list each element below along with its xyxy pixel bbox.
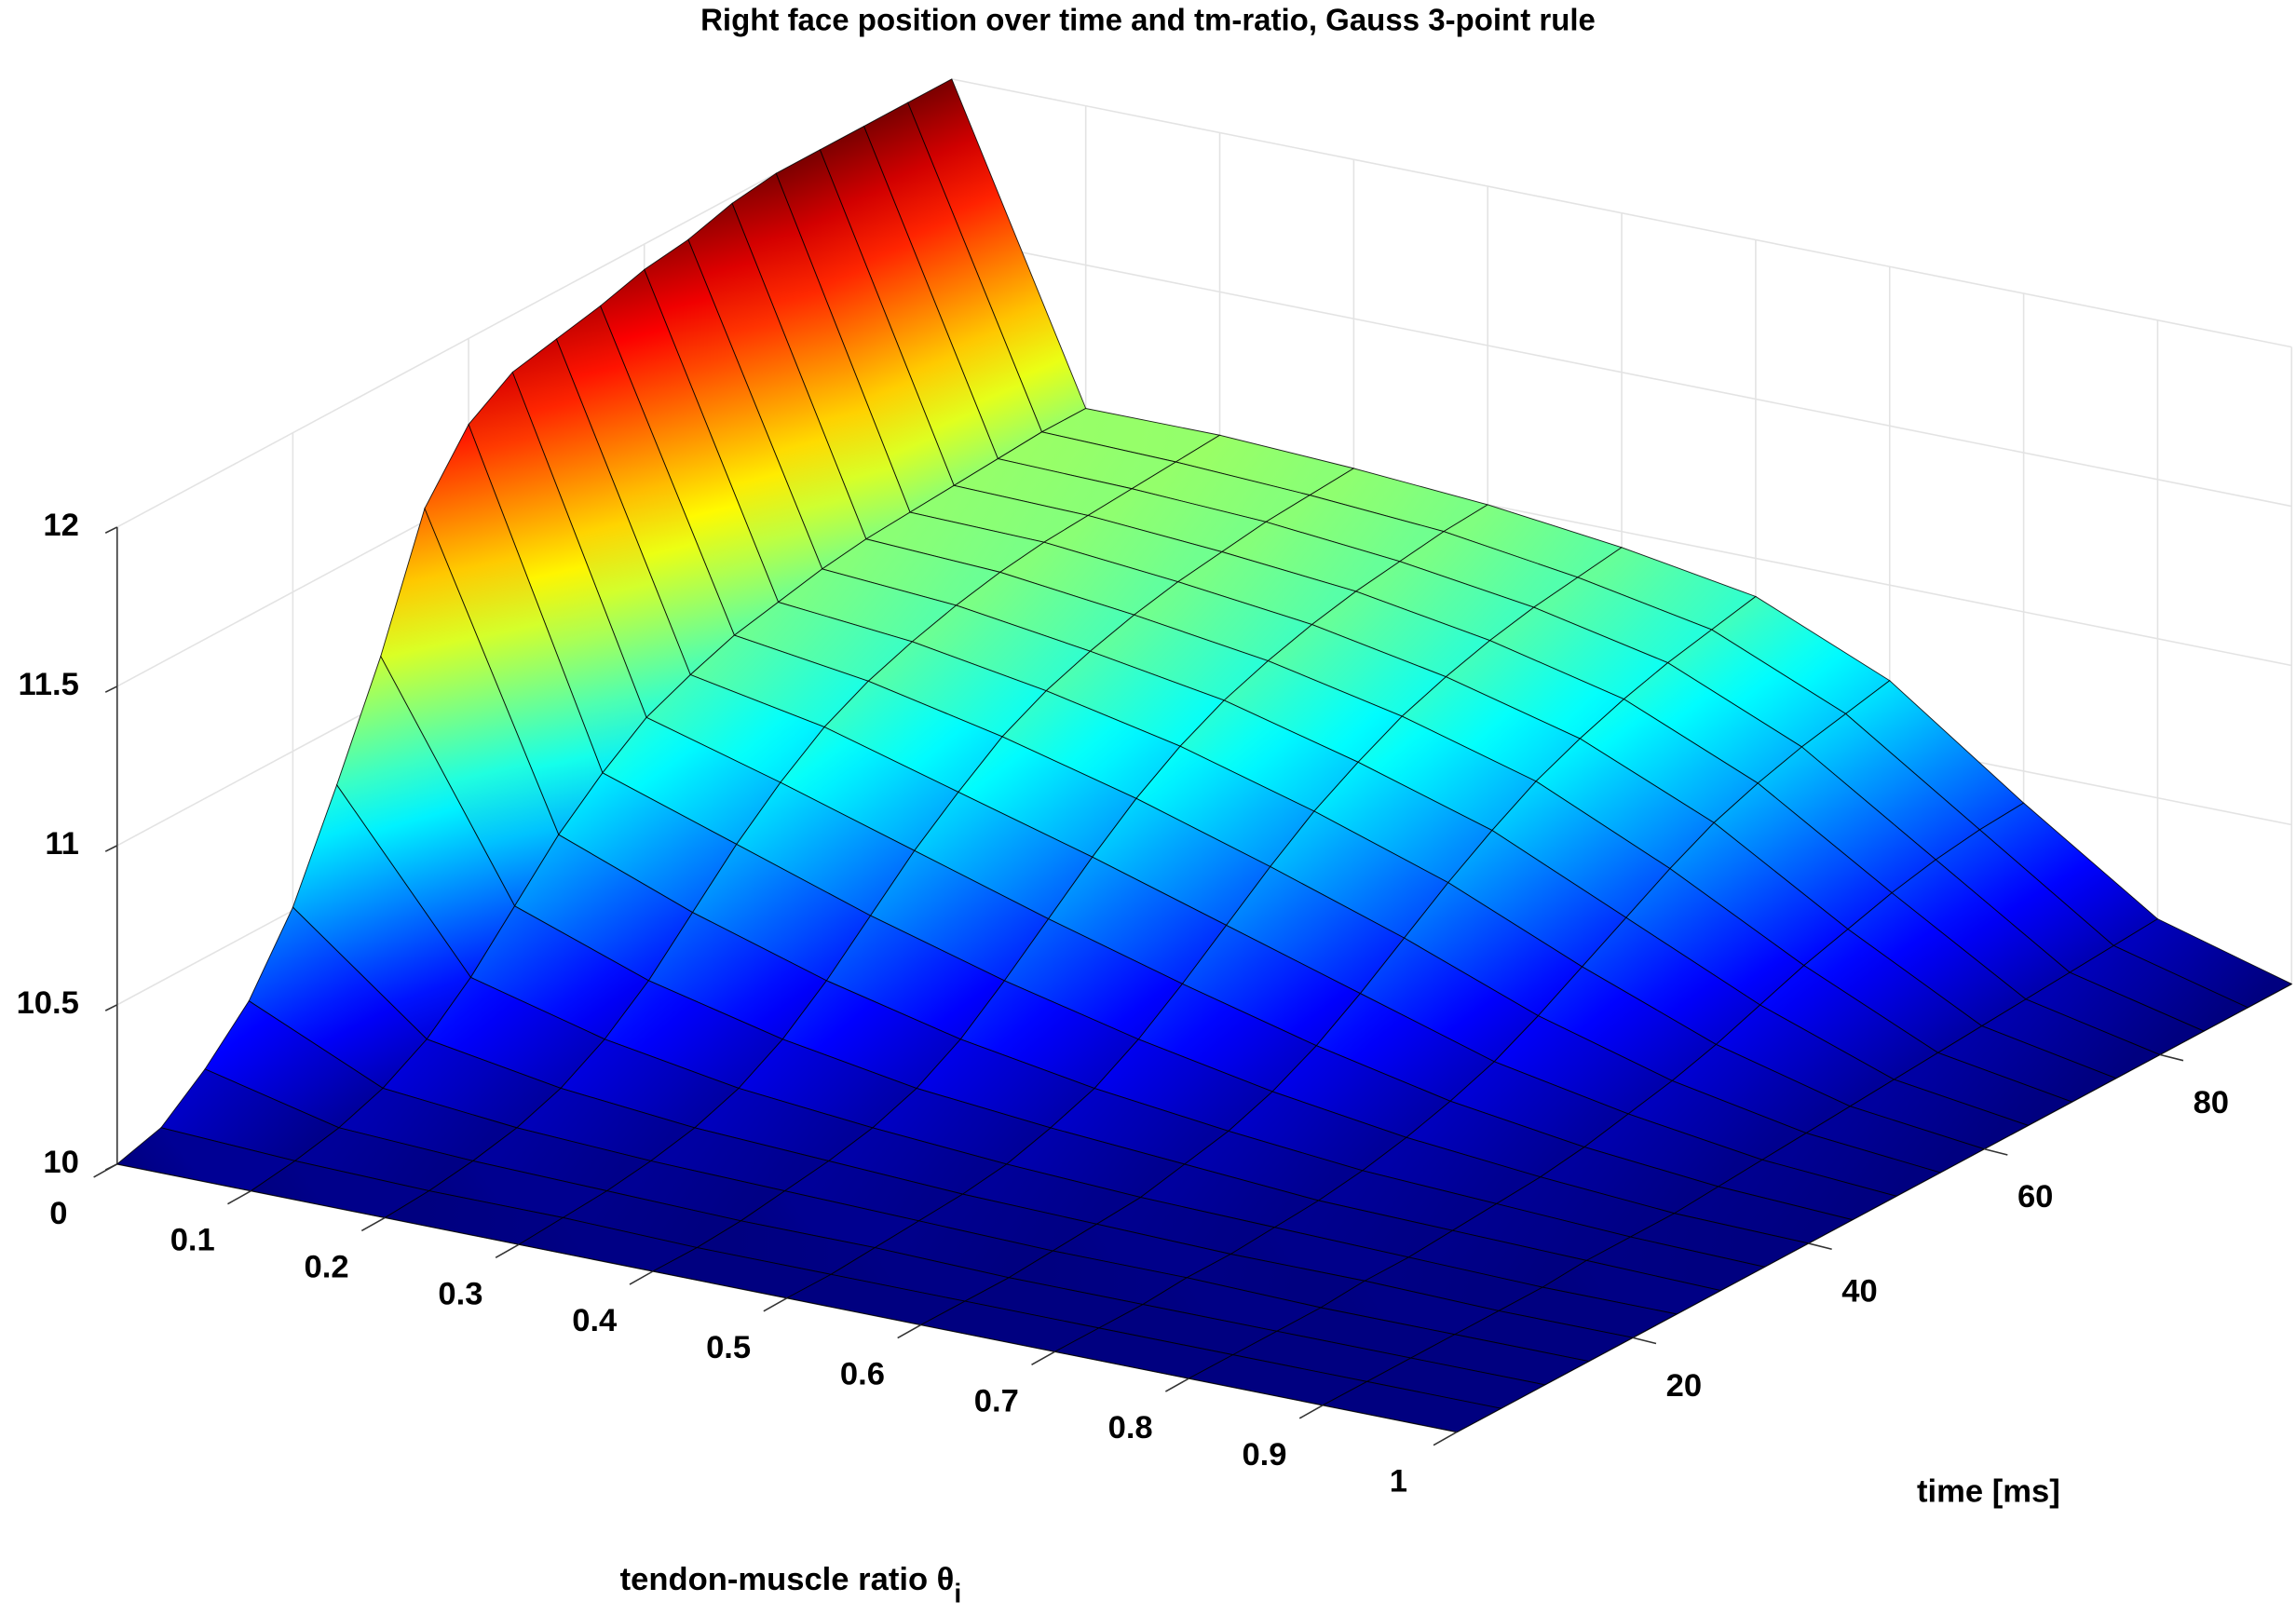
- y-tick-label: 60: [2017, 1179, 2053, 1215]
- z-tick-label: 11.5: [18, 667, 78, 702]
- x-tick-label: 1: [1390, 1464, 1407, 1500]
- x-tick: [360, 1216, 386, 1232]
- y-tick-label: 20: [1666, 1368, 1702, 1404]
- chart-title: Right face position over time and tm-rat…: [700, 2, 1596, 36]
- x-tick-label: 0.1: [170, 1223, 215, 1258]
- z-tick: [104, 685, 118, 693]
- y-tick-label: 80: [2194, 1085, 2229, 1120]
- x-tick: [1031, 1350, 1056, 1366]
- x-axis-label-main: tendon-muscle ratio θ: [620, 1562, 955, 1597]
- x-tick: [1298, 1405, 1324, 1419]
- surface-patch: [1321, 1380, 1502, 1432]
- x-tick: [1164, 1378, 1189, 1392]
- axis-labels: 1010.51111.51200.10.20.30.40.50.60.70.80…: [17, 508, 2229, 1500]
- x-tick: [495, 1243, 520, 1258]
- y-tick: [1983, 1147, 2008, 1156]
- x-tick-label: 0.9: [1242, 1437, 1286, 1472]
- x-tick-label: 0.3: [438, 1276, 482, 1311]
- x-tick: [763, 1296, 788, 1312]
- z-tick-label: 10.5: [17, 985, 79, 1021]
- z-tick-label: 12: [43, 508, 78, 543]
- x-tick-label: 0: [49, 1196, 67, 1231]
- y-tick: [2159, 1053, 2184, 1062]
- x-tick-label: 0.4: [572, 1303, 618, 1338]
- x-tick-label: 0.5: [706, 1330, 751, 1365]
- y-axis-label: time [ms]: [1917, 1474, 2060, 1510]
- x-tick-label: 0.8: [1108, 1410, 1153, 1445]
- x-tick: [1433, 1431, 1458, 1446]
- z-tick: [104, 845, 118, 852]
- x-tick-label: 0.7: [974, 1383, 1019, 1418]
- z-tick: [104, 1004, 118, 1011]
- x-tick-label: 0.6: [840, 1357, 885, 1392]
- x-tick: [227, 1189, 251, 1205]
- z-tick-label: 11: [45, 826, 79, 862]
- x-axis-label-subscript: i: [954, 1579, 961, 1608]
- y-tick: [1808, 1242, 1832, 1250]
- x-tick: [93, 1163, 118, 1178]
- x-tick-label: 0.2: [305, 1249, 349, 1284]
- x-axis-label: tendon-muscle ratio θi: [620, 1562, 962, 1608]
- y-tick: [1632, 1337, 1657, 1345]
- surface: [115, 78, 2293, 1432]
- z-tick: [104, 526, 118, 534]
- x-tick: [629, 1270, 654, 1285]
- z-tick-label: 10: [43, 1145, 78, 1180]
- x-tick: [897, 1323, 922, 1339]
- y-tick-label: 40: [1841, 1274, 1877, 1310]
